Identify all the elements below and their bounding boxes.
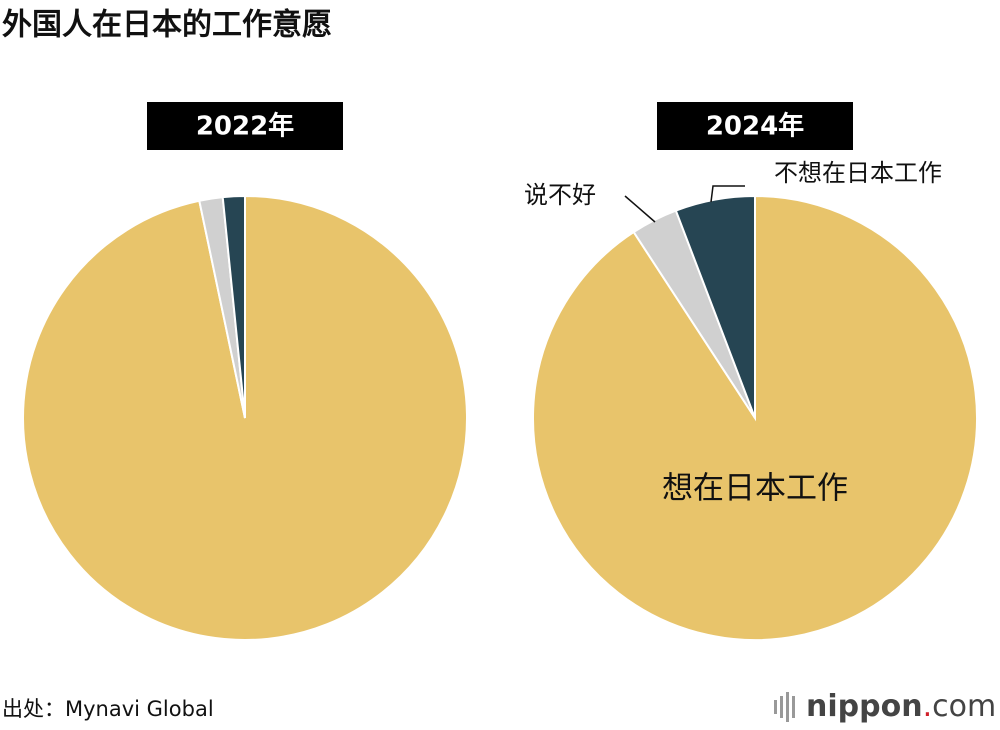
pie-slice [674, 194, 756, 419]
source: 出处：Mynavi Global [2, 697, 214, 721]
panel-title: 2024年 [706, 111, 804, 142]
panel-title-box [147, 102, 343, 150]
pie-slice [221, 194, 246, 419]
logo-mark [774, 692, 795, 722]
logo: nippon.com [806, 689, 996, 724]
logo-part: nippon [806, 689, 923, 724]
slice-label: 说不好 [524, 181, 596, 209]
leader-line [624, 195, 656, 223]
logo-part: . [923, 689, 933, 724]
slice-label: 不想在日本工作 [774, 159, 942, 187]
logo-part: com [932, 689, 996, 724]
slice-label: 想在日本工作 [662, 471, 848, 507]
leader-line [710, 185, 745, 203]
panel-title: 2022年 [196, 111, 294, 142]
panel-title-box [657, 102, 853, 150]
chart-title: 外国人在日本的工作意愿 [2, 8, 332, 43]
